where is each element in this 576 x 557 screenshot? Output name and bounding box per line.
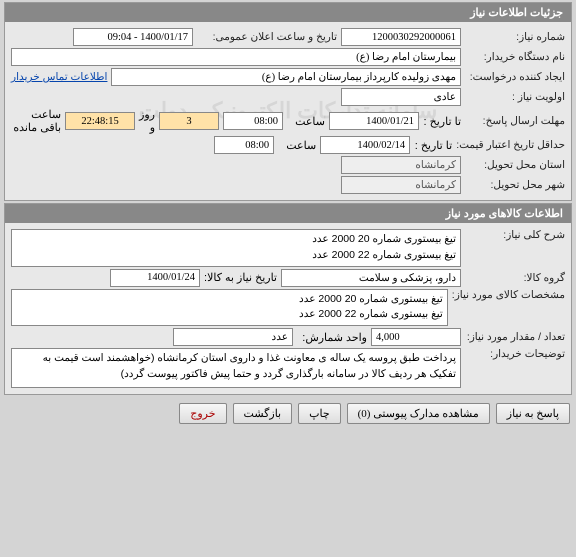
city-label: شهر محل تحویل: bbox=[465, 179, 565, 191]
validity-time-field[interactable] bbox=[214, 136, 274, 154]
time-remaining-field bbox=[65, 112, 135, 130]
deadline-time-label: ساعت bbox=[287, 115, 325, 128]
to-date-label: تا تاریخ : bbox=[423, 115, 461, 128]
unit-field[interactable] bbox=[173, 328, 293, 346]
attachments-button[interactable]: مشاهده مدارک پیوستی (0) bbox=[347, 403, 490, 424]
pub-date-label: تاریخ و ساعت اعلان عمومی: bbox=[197, 31, 337, 43]
priority-field[interactable] bbox=[341, 88, 461, 106]
group-field[interactable] bbox=[281, 269, 461, 287]
panel2-title: اطلاعات کالاهای مورد نیاز bbox=[5, 204, 571, 223]
buyer-field[interactable] bbox=[11, 48, 461, 66]
reply-button[interactable]: پاسخ به نیاز bbox=[496, 403, 570, 424]
print-button[interactable]: چاپ bbox=[298, 403, 341, 424]
deadline-label: مهلت ارسال پاسخ: bbox=[465, 115, 565, 127]
buyer-label: نام دستگاه خریدار: bbox=[465, 51, 565, 63]
qty-label: تعداد / مقدار مورد نیاز: bbox=[465, 331, 565, 343]
notes-label: توضیحات خریدار: bbox=[465, 348, 565, 360]
days-remaining-field bbox=[159, 112, 219, 130]
notes-field[interactable]: پرداخت طبق پروسه یک ساله ی معاونت غذا و … bbox=[11, 348, 461, 388]
spec-field[interactable]: تیغ بیستوری شماره 20 2000 عدد تیغ بیستور… bbox=[11, 289, 448, 327]
days-label: روز و bbox=[139, 108, 155, 134]
spec-label: مشخصات کالای مورد نیاز: bbox=[452, 289, 565, 301]
need-no-field[interactable] bbox=[341, 28, 461, 46]
validity-label: حداقل تاریخ اعتبار قیمت: bbox=[456, 139, 565, 151]
valid-to-date-label: تا تاریخ : bbox=[414, 139, 452, 152]
panel1-title: جزئیات اطلاعات نیاز bbox=[5, 3, 571, 22]
province-field bbox=[341, 156, 461, 174]
province-label: استان محل تحویل: bbox=[465, 159, 565, 171]
creator-field[interactable] bbox=[111, 68, 461, 86]
desc-label: شرح کلی نیاز: bbox=[465, 229, 565, 241]
buyer-contact-link[interactable]: اطلاعات تماس خریدار bbox=[11, 71, 107, 83]
priority-label: اولویت نیاز : bbox=[465, 91, 565, 103]
goods-info-panel: اطلاعات کالاهای مورد نیاز سامانه تدارکات… bbox=[4, 203, 572, 395]
city-field bbox=[341, 176, 461, 194]
validity-time-label: ساعت bbox=[278, 139, 316, 152]
need-to-field[interactable] bbox=[110, 269, 200, 287]
creator-label: ایجاد کننده درخواست: bbox=[465, 71, 565, 83]
unit-label: واحد شمارش: bbox=[297, 331, 367, 344]
exit-button[interactable]: خروج bbox=[179, 403, 226, 424]
need-no-label: شماره نیاز: bbox=[465, 31, 565, 43]
back-button[interactable]: بازگشت bbox=[233, 403, 293, 424]
remaining-label: ساعت باقی مانده bbox=[11, 108, 61, 134]
deadline-time-field[interactable] bbox=[223, 112, 283, 130]
button-bar: پاسخ به نیاز مشاهده مدارک پیوستی (0) چاپ… bbox=[0, 397, 576, 430]
validity-date-field[interactable] bbox=[320, 136, 410, 154]
group-label: گروه کالا: bbox=[465, 272, 565, 284]
deadline-date-field[interactable] bbox=[329, 112, 419, 130]
desc-field[interactable]: تیغ بیستوری شماره 20 2000 عدد تیغ بیستور… bbox=[11, 229, 461, 267]
need-to-label: تاریخ نیاز به کالا: bbox=[204, 271, 277, 284]
need-info-panel: جزئیات اطلاعات نیاز سامانه تدارکات الکتر… bbox=[4, 2, 572, 201]
qty-field[interactable] bbox=[371, 328, 461, 346]
pub-date-field[interactable] bbox=[73, 28, 193, 46]
